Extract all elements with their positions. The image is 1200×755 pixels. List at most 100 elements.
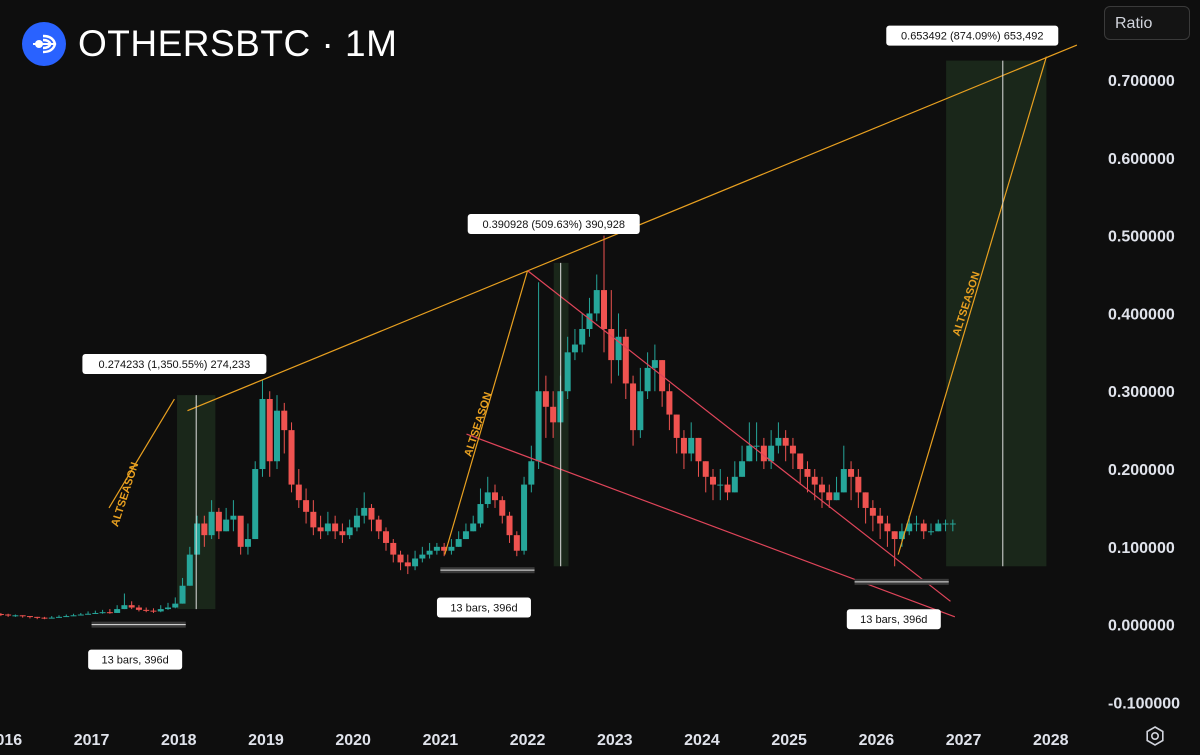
label-bars-2025-box [846,609,941,630]
candle-body [644,367,651,392]
x-tick-label: 2016 [0,732,22,749]
projection-range-box [946,60,1047,567]
candle-body [898,531,905,540]
candle-body [92,612,99,614]
candle-body [935,523,942,532]
candle-body [165,607,172,610]
y-tick-label: 0.000000 [1108,618,1175,635]
candle-body [252,469,259,540]
x-tick-label: 2024 [684,732,720,749]
candle-body [201,523,208,536]
candle-body [739,461,746,477]
label-2018-peak: 0.274233 (1,350.55%) 274,233 [99,359,251,371]
candle-body [266,399,273,462]
candle-body [717,484,724,486]
y-tick-label: 0.200000 [1108,462,1175,479]
candle-body [920,523,927,532]
candle-body [630,383,637,431]
y-tick-label: 0.300000 [1108,384,1175,401]
candle-body [913,523,920,525]
candle-body [12,615,19,617]
candle-body [797,453,804,470]
x-tick-label: 2023 [597,732,633,749]
altseason-2021-arrow [444,270,529,555]
candle-body [208,511,215,536]
candle-body [840,469,847,493]
candle-body [274,410,281,462]
altseason-projection-arrow [897,56,1047,555]
candle-body [397,554,404,563]
y-tick-label: 0.500000 [1108,229,1175,246]
settings-gear-icon[interactable] [1144,725,1166,747]
candle-body [375,519,382,532]
candle-body [688,437,695,454]
candle-body [448,546,455,551]
altseason-label-2017: ALTSEASON [109,461,141,529]
candle-body [869,507,876,516]
candle-body [288,430,295,485]
candle-body [295,484,302,501]
candle-body [550,406,557,423]
scale-ratio-button[interactable]: Ratio [1104,6,1190,40]
candle-body [223,519,230,532]
candle-body [121,605,128,610]
falling-wedge-upper-line [527,270,951,602]
candle-body [833,492,840,501]
candle-body [368,507,375,520]
chart-header: OTHERSBTC · 1M [22,22,397,66]
candle-body [593,290,600,314]
candle-body [542,391,549,407]
candle-body [48,617,55,619]
candle-body [34,616,41,618]
candle-body [521,484,528,551]
label-projection-target: 0.653492 (874.09%) 653,492 [901,31,1044,43]
y-tick-label: 0.400000 [1108,306,1175,323]
candle-body [56,616,63,618]
candle-body [571,344,578,353]
candle-body [157,609,164,612]
candle-body [651,360,658,368]
candle-body [303,500,310,512]
candle-body [768,445,775,462]
x-tick-label: 2022 [510,732,546,749]
candle-body [433,546,440,551]
candle-body [41,617,48,619]
candle-body [513,535,520,551]
candle-body [848,469,855,477]
candle-body [244,539,251,547]
candle-body [695,437,702,462]
candle-body [499,500,506,516]
candle-body [19,615,26,617]
candle-body [179,585,186,604]
y-tick-label: 0.700000 [1108,73,1175,90]
candle-body [106,612,113,614]
altseason-label-2021: ALTSEASON [462,391,494,459]
candle-body [484,492,491,505]
candle-body [731,476,738,493]
y-tick-label: 0.600000 [1108,151,1175,168]
candle-body [862,492,869,508]
candle-body [949,523,956,525]
candle-body [942,523,949,525]
label-bars-2021-box [436,597,531,618]
candle-body [906,523,913,532]
candle-body [26,616,33,618]
candle-body [237,515,244,547]
candle-body [804,469,811,477]
candle-body [579,328,586,345]
label-bars-2017: 13 bars, 396d [102,655,169,667]
candle-body [492,492,499,501]
candle-body [666,391,673,415]
candle-body [586,313,593,329]
x-tick-label: 2025 [771,732,807,749]
x-tick-label: 2028 [1033,732,1069,749]
x-tick-label: 2020 [335,732,371,749]
candle-body [877,515,884,524]
falling-wedge-lower-line [466,433,956,618]
x-tick-label: 2019 [248,732,284,749]
label-bars-2025: 13 bars, 396d [860,614,927,626]
x-tick-label: 2021 [423,732,459,749]
x-tick-label: 2027 [946,732,982,749]
candle-body [143,609,150,611]
